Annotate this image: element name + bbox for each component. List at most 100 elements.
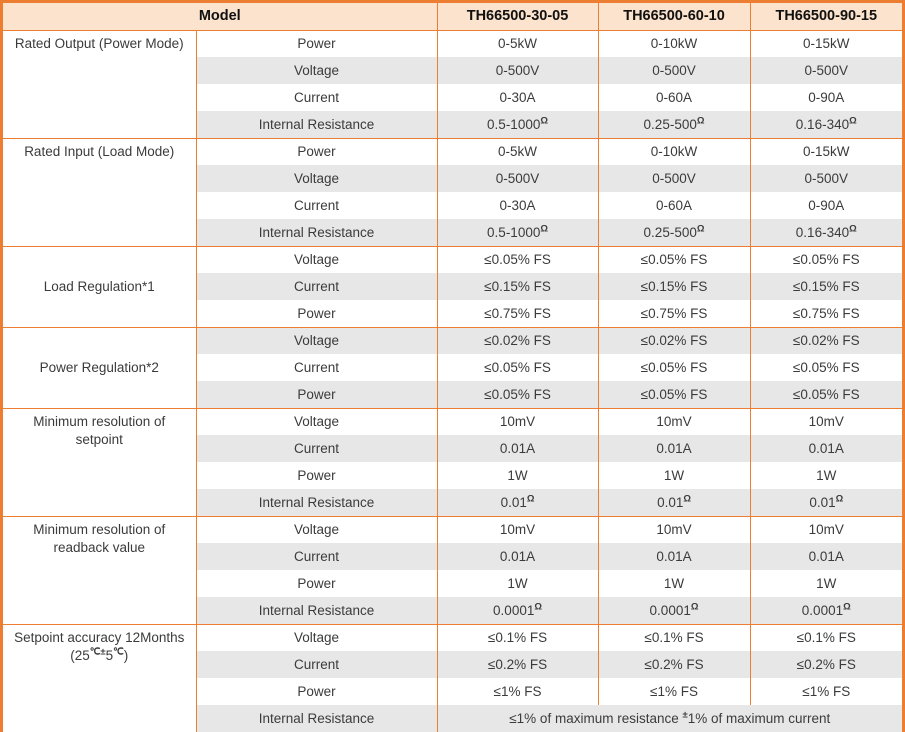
- value-cell: ≤0.02% FS: [436, 326, 599, 354]
- value-cell: 0.25-500Ω: [597, 219, 751, 246]
- parameter-cell: Current: [195, 354, 438, 381]
- model-column-header-3: TH66500-90-15: [749, 3, 902, 31]
- parameter-cell: Current: [195, 435, 438, 462]
- value-cell: 10mV: [597, 407, 751, 435]
- parameter-cell: Voltage: [195, 407, 438, 435]
- value-cell: ≤0.75% FS: [436, 300, 599, 327]
- table-row: Internal Resistance 0.01Ω 0.01Ω 0.01Ω: [3, 489, 902, 516]
- value-cell: ≤0.2% FS: [436, 651, 599, 678]
- model-header-cell: Model: [3, 3, 438, 31]
- value-cell: 0.01A: [436, 543, 599, 570]
- table-row: Minimum resolution of setpoint Voltage 10mV…: [3, 407, 902, 516]
- table-row: Current ≤0.15% FS ≤0.15% FS ≤0.15% FS: [3, 273, 902, 300]
- value-cell: ≤0.15% FS: [436, 273, 599, 300]
- group-label-cell: Rated Output (Power Mode): [3, 29, 197, 138]
- table-row: Setpoint accuracy 12Months (25℃±5℃) Voltag…: [3, 623, 902, 732]
- value-cell: 0-15kW: [749, 137, 902, 165]
- parameter-cell: Power: [195, 570, 438, 597]
- group-label-line: Minimum resolution of: [33, 521, 166, 537]
- group-label-line: Power Regulation*2: [39, 359, 159, 375]
- parameter-cell: Current: [195, 651, 438, 678]
- parameter-cell: Voltage: [195, 245, 438, 273]
- group-label-line: readback value: [53, 539, 146, 555]
- table-row: Internal Resistance 0.0001Ω 0.0001Ω 0.0001Ω: [3, 597, 902, 624]
- parameter-cell: Power: [195, 29, 438, 57]
- value-cell: 0-10kW: [597, 137, 751, 165]
- table-row: Current 0.01A 0.01A 0.01A: [3, 435, 902, 462]
- parameter-cell: Internal Resistance: [195, 705, 438, 732]
- value-cell: ≤0.1% FS: [749, 623, 902, 651]
- parameter-cell: Power: [195, 462, 438, 489]
- value-cell: 0.01Ω: [597, 489, 751, 516]
- table-row: Load Regulation*1 Voltage ≤0.05% FS ≤0.05% …: [3, 245, 902, 327]
- value-cell: ≤0.2% FS: [749, 651, 902, 678]
- value-cell: 0-500V: [597, 165, 751, 192]
- table-row: Power ≤0.75% FS ≤0.75% FS ≤0.75% FS: [3, 300, 902, 327]
- group-label-cell: Minimum resolution of readback value: [3, 515, 197, 624]
- value-cell: ≤0.1% FS: [436, 623, 599, 651]
- group-label-line: Minimum resolution of: [33, 413, 166, 429]
- value-cell: 0.0001Ω: [749, 597, 902, 624]
- table-row: Voltage 0-500V 0-500V 0-500V: [3, 57, 902, 84]
- group-label-cell: Minimum resolution of setpoint: [3, 407, 197, 516]
- parameter-cell: Power: [195, 137, 438, 165]
- model-column-header-2: TH66500-60-10: [597, 3, 751, 31]
- table-row: Power 1W 1W 1W: [3, 570, 902, 597]
- value-cell: 0.5-1000Ω: [436, 219, 599, 246]
- value-cell: 0.01Ω: [749, 489, 902, 516]
- value-cell: 1W: [749, 462, 902, 489]
- value-cell: ≤0.05% FS: [749, 381, 902, 408]
- parameter-cell: Current: [195, 543, 438, 570]
- table-row: Current 0-30A 0-60A 0-90A: [3, 84, 902, 111]
- table-row: Voltage 0-500V 0-500V 0-500V: [3, 165, 902, 192]
- value-cell: 10mV: [597, 515, 751, 543]
- value-cell: 0.0001Ω: [597, 597, 751, 624]
- parameter-cell: Internal Resistance: [195, 489, 438, 516]
- group-label-cell: Setpoint accuracy 12Months (25℃±5℃): [3, 623, 197, 732]
- group-label-cell: Power Regulation*2: [3, 326, 197, 408]
- merged-value-cell: ≤1% of maximum resistance ±1% of maximum…: [436, 705, 902, 732]
- value-cell: ≤0.2% FS: [597, 651, 751, 678]
- value-cell: 0-500V: [436, 57, 599, 84]
- parameter-cell: Power: [195, 381, 438, 408]
- parameter-cell: Internal Resistance: [195, 597, 438, 624]
- table-row: Internal Resistance 0.5-1000Ω 0.25-500Ω 0.1…: [3, 111, 902, 138]
- value-cell: 0-90A: [749, 84, 902, 111]
- value-cell: 0-500V: [749, 165, 902, 192]
- value-cell: 0.25-500Ω: [597, 111, 751, 138]
- value-cell: 0-60A: [597, 192, 751, 219]
- table-row: Current 0-30A 0-60A 0-90A: [3, 192, 902, 219]
- value-cell: 0-90A: [749, 192, 902, 219]
- parameter-cell: Current: [195, 273, 438, 300]
- group-label-line: Setpoint accuracy 12Months: [14, 629, 185, 645]
- value-cell: 0.01A: [597, 435, 751, 462]
- group-label-line: Load Regulation*1: [43, 278, 155, 294]
- value-cell: 1W: [436, 570, 599, 597]
- value-cell: 1W: [597, 570, 751, 597]
- value-cell: 10mV: [436, 515, 599, 543]
- group-label-line: setpoint: [75, 431, 123, 447]
- value-cell: 0.0001Ω: [436, 597, 599, 624]
- value-cell: ≤0.05% FS: [597, 354, 751, 381]
- table-row: Internal Resistance 0.5-1000Ω 0.25-500Ω 0.1…: [3, 219, 902, 246]
- value-cell: 0-30A: [436, 192, 599, 219]
- table-row: Current ≤0.05% FS ≤0.05% FS ≤0.05% FS: [3, 354, 902, 381]
- value-cell: 0-500V: [597, 57, 751, 84]
- value-cell: ≤1% FS: [749, 678, 902, 705]
- parameter-cell: Power: [195, 678, 438, 705]
- table-row: Current 0.01A 0.01A 0.01A: [3, 543, 902, 570]
- value-cell: ≤0.1% FS: [597, 623, 751, 651]
- value-cell: ≤1% FS: [597, 678, 751, 705]
- value-cell: 0.01A: [597, 543, 751, 570]
- parameter-cell: Power: [195, 300, 438, 327]
- table-row: Rated Output (Power Mode) Power 0-5kW 0-10k…: [3, 29, 902, 138]
- table-row: Rated Input (Load Mode) Power 0-5kW 0-10kW 0…: [3, 137, 902, 246]
- value-cell: ≤0.05% FS: [597, 381, 751, 408]
- parameter-cell: Internal Resistance: [195, 219, 438, 246]
- value-cell: ≤0.05% FS: [597, 245, 751, 273]
- table-row: Power 1W 1W 1W: [3, 462, 902, 489]
- value-cell: 1W: [436, 462, 599, 489]
- value-cell: ≤0.05% FS: [436, 381, 599, 408]
- value-cell: 10mV: [749, 515, 902, 543]
